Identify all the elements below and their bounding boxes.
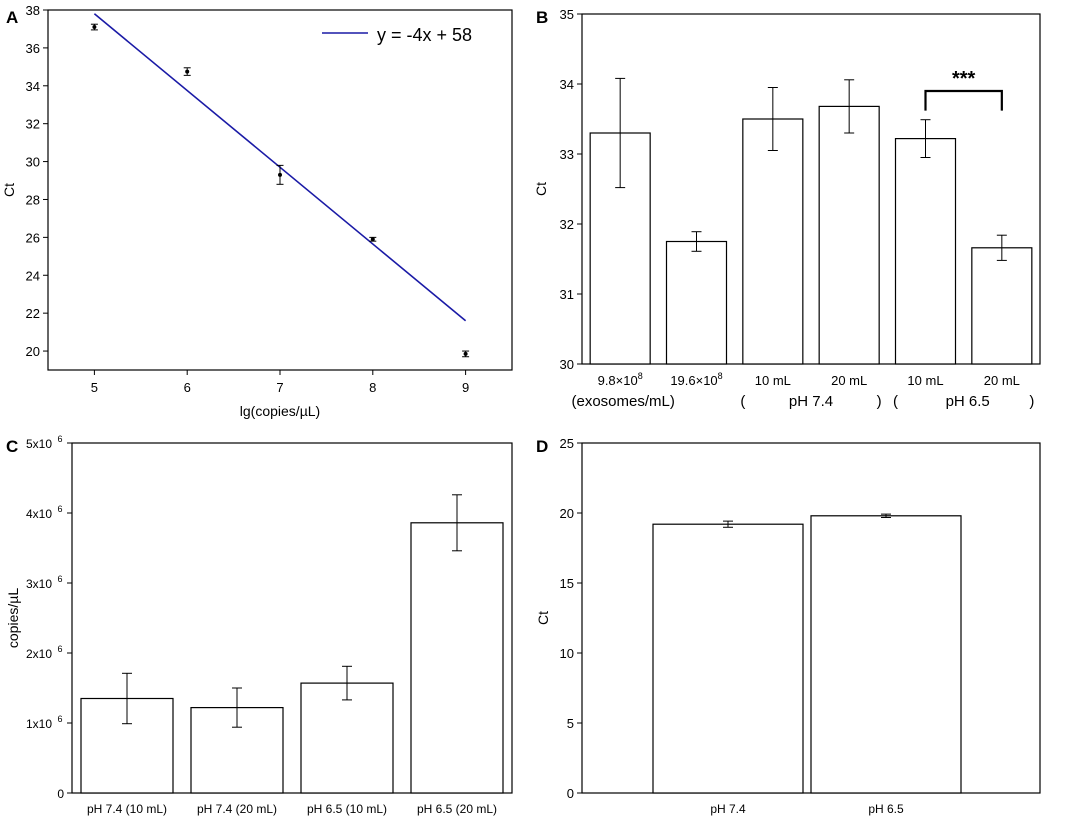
panel-c-category-label: pH 7.4 (10 mL) xyxy=(87,802,167,816)
panel-c-category-label: pH 6.5 (10 mL) xyxy=(307,802,387,816)
panel-a-x-tick-label: 8 xyxy=(369,380,376,395)
panel-c-y-tick-base: 2x10 xyxy=(26,647,52,661)
panel-a-data-point xyxy=(278,172,282,177)
panel-b-y-tick-label: 34 xyxy=(560,77,574,92)
panel-a-plot-frame xyxy=(47,9,513,371)
panel-b-category-base: 20 mL xyxy=(831,373,867,388)
panel-b-category-base: 19.6×10 xyxy=(670,373,717,388)
panel-b-y-tick-label: 35 xyxy=(560,7,574,22)
panel-c-y-tick-base: 5x10 xyxy=(26,437,52,451)
panel-a-y-axis-label: Ct xyxy=(1,183,17,197)
panel-a-y-tick-label: 24 xyxy=(26,268,40,283)
panel-a-y-tick-label: 34 xyxy=(26,79,40,94)
panel-b-bar xyxy=(971,247,1033,365)
panel-a-y-tick-label: 26 xyxy=(26,230,40,245)
panel-b-category-label: 20 mL xyxy=(984,373,1020,388)
panel-b-y-tick-label: 30 xyxy=(560,357,574,372)
panel-d-y-axis-label: Ct xyxy=(535,611,551,625)
panel-c-category-label: pH 7.4 (20 mL) xyxy=(197,802,277,816)
panel-b-category-base: 10 mL xyxy=(907,373,943,388)
panel-c-bar xyxy=(410,522,504,794)
panel-d-category-label: pH 6.5 xyxy=(868,802,904,816)
panel-b-group-label: pH 7.4 xyxy=(789,393,833,410)
panel-d-bar xyxy=(810,515,962,794)
panel-b-bar xyxy=(742,118,804,365)
panel-d-y-tick-label: 20 xyxy=(560,506,574,521)
panel-b-group-label: ) xyxy=(1029,393,1034,410)
panel-c-y-tick-label: 1x10 xyxy=(26,717,52,731)
panel-a-data-point xyxy=(463,351,468,356)
panel-d-y-tick-label: 25 xyxy=(560,436,574,451)
panel-c-y-tick-label: 0 xyxy=(57,787,64,801)
panel-a-x-axis-label: lg(copies/µL) xyxy=(240,403,320,419)
panel-b-category-label: 9.8×108 xyxy=(598,371,643,388)
panel-c-y-tick-label: 4x10 xyxy=(26,507,52,521)
panel-c-y-tick-base: 4x10 xyxy=(26,507,52,521)
panel-c-category-label: pH 6.5 (20 mL) xyxy=(417,802,497,816)
panel-b-category-label: 19.6×108 xyxy=(670,371,722,388)
panel-a-x-tick-label: 7 xyxy=(276,380,283,395)
panel-c-y-tick-exponent: 6 xyxy=(57,644,62,654)
panel-c-y-tick-base: 3x10 xyxy=(26,577,52,591)
panel-b-y-tick-label: 33 xyxy=(560,147,574,162)
panel-c-y-tick-exponent: 6 xyxy=(57,434,62,444)
panel-c-y-tick-base: 1x10 xyxy=(26,717,52,731)
panel-label-b: B xyxy=(536,8,548,27)
panel-b-group-label: ( xyxy=(740,393,745,410)
panel-b-significance-label: *** xyxy=(952,68,976,90)
panel-b-category-label: 10 mL xyxy=(907,373,943,388)
panel-a-y-tick-label: 30 xyxy=(26,155,40,170)
panel-a-data-point xyxy=(370,237,375,242)
panel-label-c: C xyxy=(6,437,18,456)
panel-c-y-tick-exponent: 6 xyxy=(57,574,62,584)
panel-b-category-superscript: 8 xyxy=(718,371,723,381)
panel-a-y-tick-label: 22 xyxy=(26,306,40,321)
panel-b-category-label: 10 mL xyxy=(755,373,791,388)
panel-c-y-axis-label: copies/µL xyxy=(5,588,21,648)
panel-b-y-axis-label: Ct xyxy=(533,182,549,196)
panel-a-y-tick-label: 38 xyxy=(26,3,40,18)
panel-c-plot-frame xyxy=(71,442,513,794)
panel-c-y-tick-exponent: 6 xyxy=(57,504,62,514)
panel-b-bar xyxy=(665,240,728,365)
panel-c-y-tick-label: 2x10 xyxy=(26,647,52,661)
panel-b-bar xyxy=(894,138,957,365)
panel-a-y-tick-label: 32 xyxy=(26,117,40,132)
panel-d-category-label: pH 7.4 xyxy=(710,802,746,816)
panel-b-category-superscript: 8 xyxy=(638,371,643,381)
panel-d-y-tick-label: 0 xyxy=(567,786,574,801)
panel-b-group-label: ( xyxy=(893,393,898,410)
panel-b-group-label: pH 6.5 xyxy=(946,393,990,410)
panel-a-y-tick-label: 36 xyxy=(26,41,40,56)
panel-a-data-point xyxy=(185,69,190,74)
panel-a-legend-label: y = -4x + 58 xyxy=(377,25,472,45)
panel-c-y-tick-label: 3x10 xyxy=(26,577,52,591)
panel-b-bar xyxy=(818,105,880,365)
panel-a-data-point xyxy=(92,25,97,30)
panel-b-group-label: ) xyxy=(877,393,882,410)
panel-label-d: D xyxy=(536,437,548,456)
panel-a-x-tick-label: 6 xyxy=(184,380,191,395)
panel-d-y-tick-label: 5 xyxy=(567,716,574,731)
panel-d-bar xyxy=(652,523,804,794)
panel-a-y-tick-label: 28 xyxy=(26,192,40,207)
panel-b-significance-bracket xyxy=(924,89,1003,111)
panel-a-x-tick-label: 5 xyxy=(91,380,98,395)
panel-label-a: A xyxy=(6,8,18,27)
panel-a-x-tick-label: 9 xyxy=(462,380,469,395)
panel-b-category-base: 9.8×10 xyxy=(598,373,638,388)
panel-b-group-label: (exosomes/mL) xyxy=(571,393,674,410)
panel-b-category-base: 20 mL xyxy=(984,373,1020,388)
panel-c-y-tick-label: 5x10 xyxy=(26,437,52,451)
panel-a-y-tick-label: 20 xyxy=(26,344,40,359)
panel-b-category-base: 10 mL xyxy=(755,373,791,388)
panel-d-y-tick-label: 10 xyxy=(560,646,574,661)
panel-b-y-tick-label: 31 xyxy=(560,287,574,302)
panel-b-category-label: 20 mL xyxy=(831,373,867,388)
panel-b-plot-frame xyxy=(581,13,1041,365)
panel-b-y-tick-label: 32 xyxy=(560,217,574,232)
panel-d-y-tick-label: 15 xyxy=(560,576,574,591)
panel-c-y-tick-exponent: 6 xyxy=(57,714,62,724)
